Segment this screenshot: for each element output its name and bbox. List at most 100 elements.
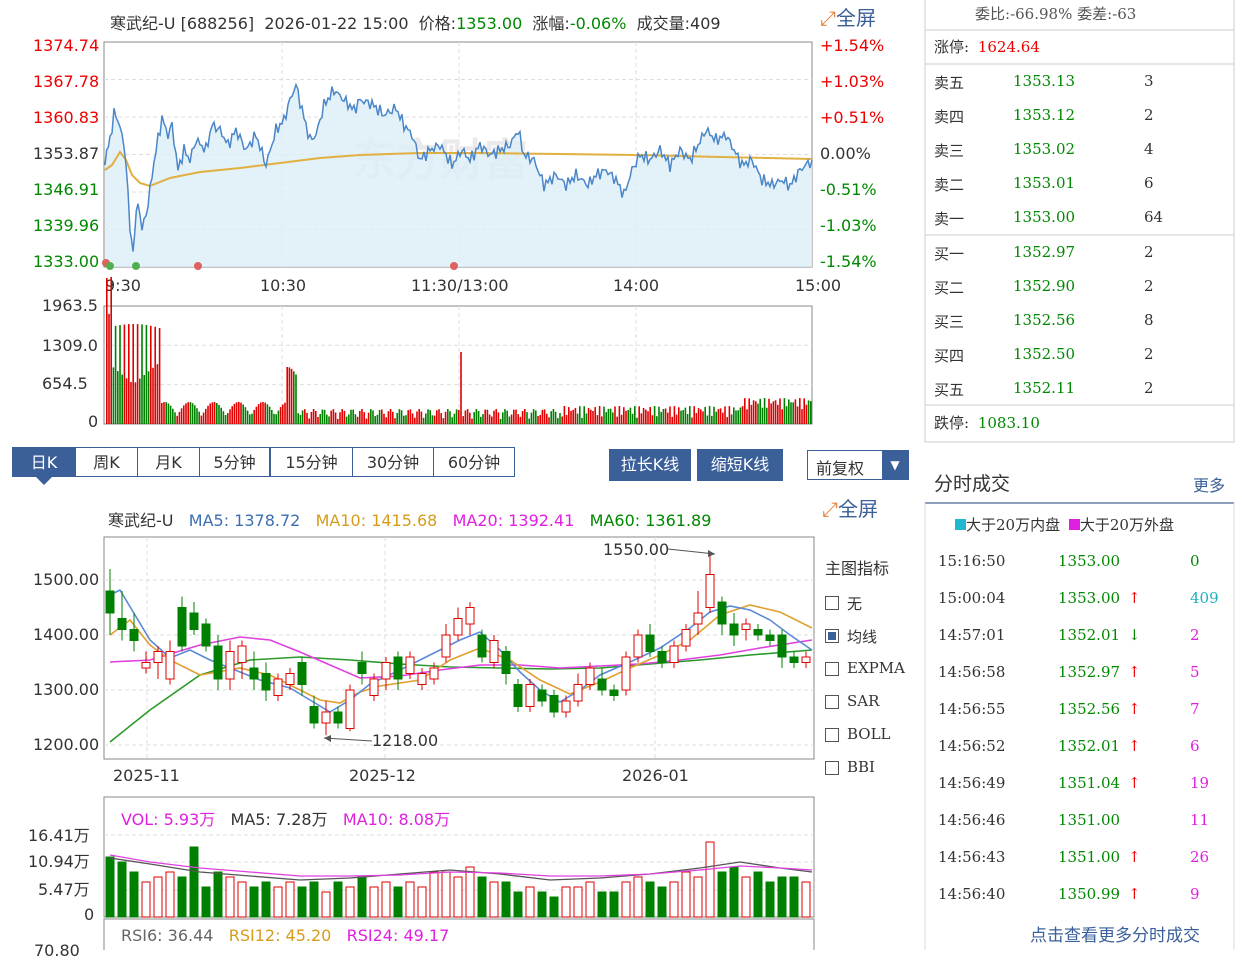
volume-bar [141,881,151,918]
volume-bar [585,413,588,424]
volume-bar [455,409,458,424]
ask-label: 卖二 [934,176,965,194]
volume-bar [158,328,161,424]
candle-body [393,656,403,680]
indicator-option[interactable]: 均线 [822,626,902,648]
bid-volume: 2 [1144,243,1154,261]
indicator-option[interactable]: EXPMA [822,659,905,681]
high-annot-line [667,548,716,555]
bid-row[interactable]: 买三 1352.56 8 [934,311,1224,331]
bid-row[interactable]: 买五 1352.11 2 [934,379,1224,399]
volume-bar [796,406,799,424]
volume-bar [458,409,460,424]
volume-bar [169,405,172,424]
volume-bar [376,414,379,424]
tab-month[interactable]: 月K [137,447,200,477]
volume-bar [251,413,253,424]
volume-bar [387,411,390,424]
volume-bar [301,410,304,424]
volume-bar [636,417,638,424]
event-dot[interactable] [132,262,140,270]
bid-row[interactable]: 买一 1352.97 2 [934,243,1224,263]
indicator-option[interactable]: BOLL [822,725,902,747]
volume-bar [675,414,678,424]
trade-time: 14:56:55 [938,700,1006,718]
trade-row: 14:56:40 1350.99 ↑ 9 [938,885,1228,905]
trade-price: 1351.00 [1058,811,1121,829]
trade-price: 1352.97 [1058,663,1121,681]
kline-fullscreen-button[interactable]: ⤢全屏 [822,493,878,522]
candle-body [669,645,679,663]
trade-time: 15:16:50 [938,552,1006,570]
volume-bar [471,418,473,424]
checkbox[interactable] [825,662,839,676]
volume-bar [469,412,471,424]
volume-bar [779,398,781,424]
event-dot[interactable] [450,262,458,270]
trades-more-footer[interactable]: 点击查看更多分时成交 [1030,926,1200,946]
tab-60min[interactable]: 60分钟 [433,447,515,477]
indicator-option[interactable]: SAR [822,692,902,714]
volume-bar [660,411,662,424]
lengthen-kline-button[interactable]: 拉长K线 [609,449,691,481]
volume-bar [552,409,555,424]
ask-price: 1353.02 [1013,140,1076,158]
x-tick-label: 2026-01 [622,766,689,785]
checkbox[interactable] [825,761,839,775]
volume-bar [477,876,487,918]
tab-day[interactable]: 日K [12,447,76,477]
volume-bar [546,413,548,424]
candle-body [249,667,259,680]
volume-bar [573,886,583,918]
volume-bar [658,406,660,424]
indicator-option[interactable]: 无 [822,593,902,615]
ask-row[interactable]: 卖五 1353.13 3 [934,72,1224,92]
tab-week[interactable]: 周K [75,447,138,477]
bid-label: 买三 [934,313,965,331]
volume-bar [308,418,310,424]
bid-row[interactable]: 买二 1352.90 2 [934,277,1224,297]
volume-bar [697,408,700,424]
ask-row[interactable]: 卖二 1353.01 6 [934,174,1224,194]
volume-bar [189,402,192,424]
ask-row[interactable]: 卖四 1353.12 2 [934,106,1224,126]
event-dot[interactable] [194,262,202,270]
indicator-option[interactable]: BBI [822,758,902,780]
change-label: 涨幅: [532,14,570,33]
shorten-kline-button[interactable]: 缩短K线 [697,449,783,481]
volume-bar [475,409,478,424]
volume-bar [326,414,328,424]
candle-body [597,678,607,691]
ask-row[interactable]: 卖一 1353.00 64 [934,208,1224,228]
bid-row[interactable]: 买四 1352.50 2 [934,345,1224,365]
candle-body [213,645,223,680]
candle-body [489,640,499,663]
checkbox[interactable] [825,629,839,643]
tab-active-pointer [36,477,52,485]
checkbox[interactable] [825,596,839,610]
ma5-line [109,588,813,713]
checkbox[interactable] [825,728,839,742]
adjust-select[interactable]: 前复权 ▼ [807,450,909,480]
intraday-fullscreen-button[interactable]: ⤢全屏 [820,2,876,31]
tab-5min[interactable]: 5分钟 [199,447,270,477]
volume-bar [752,400,755,424]
limit-up-row: 涨停: 1624.64 [934,37,1040,57]
volume-bar [803,398,805,424]
volume-bar [174,412,176,424]
volume-bar [262,402,264,424]
volume-bar [537,416,539,424]
candle-body [261,673,271,691]
candle-body [369,678,379,696]
tab-15min[interactable]: 15分钟 [270,447,353,477]
volume-bar [629,407,632,424]
checkbox[interactable] [825,695,839,709]
tab-30min[interactable]: 30分钟 [352,447,434,477]
volume-bar [597,891,607,918]
volume-bar [757,403,759,424]
ask-row[interactable]: 卖三 1353.02 4 [934,140,1224,160]
candle-body [309,706,319,724]
event-dot[interactable] [106,262,114,270]
trades-more-link[interactable]: 更多 [1193,476,1226,495]
volume-bar [781,409,783,424]
